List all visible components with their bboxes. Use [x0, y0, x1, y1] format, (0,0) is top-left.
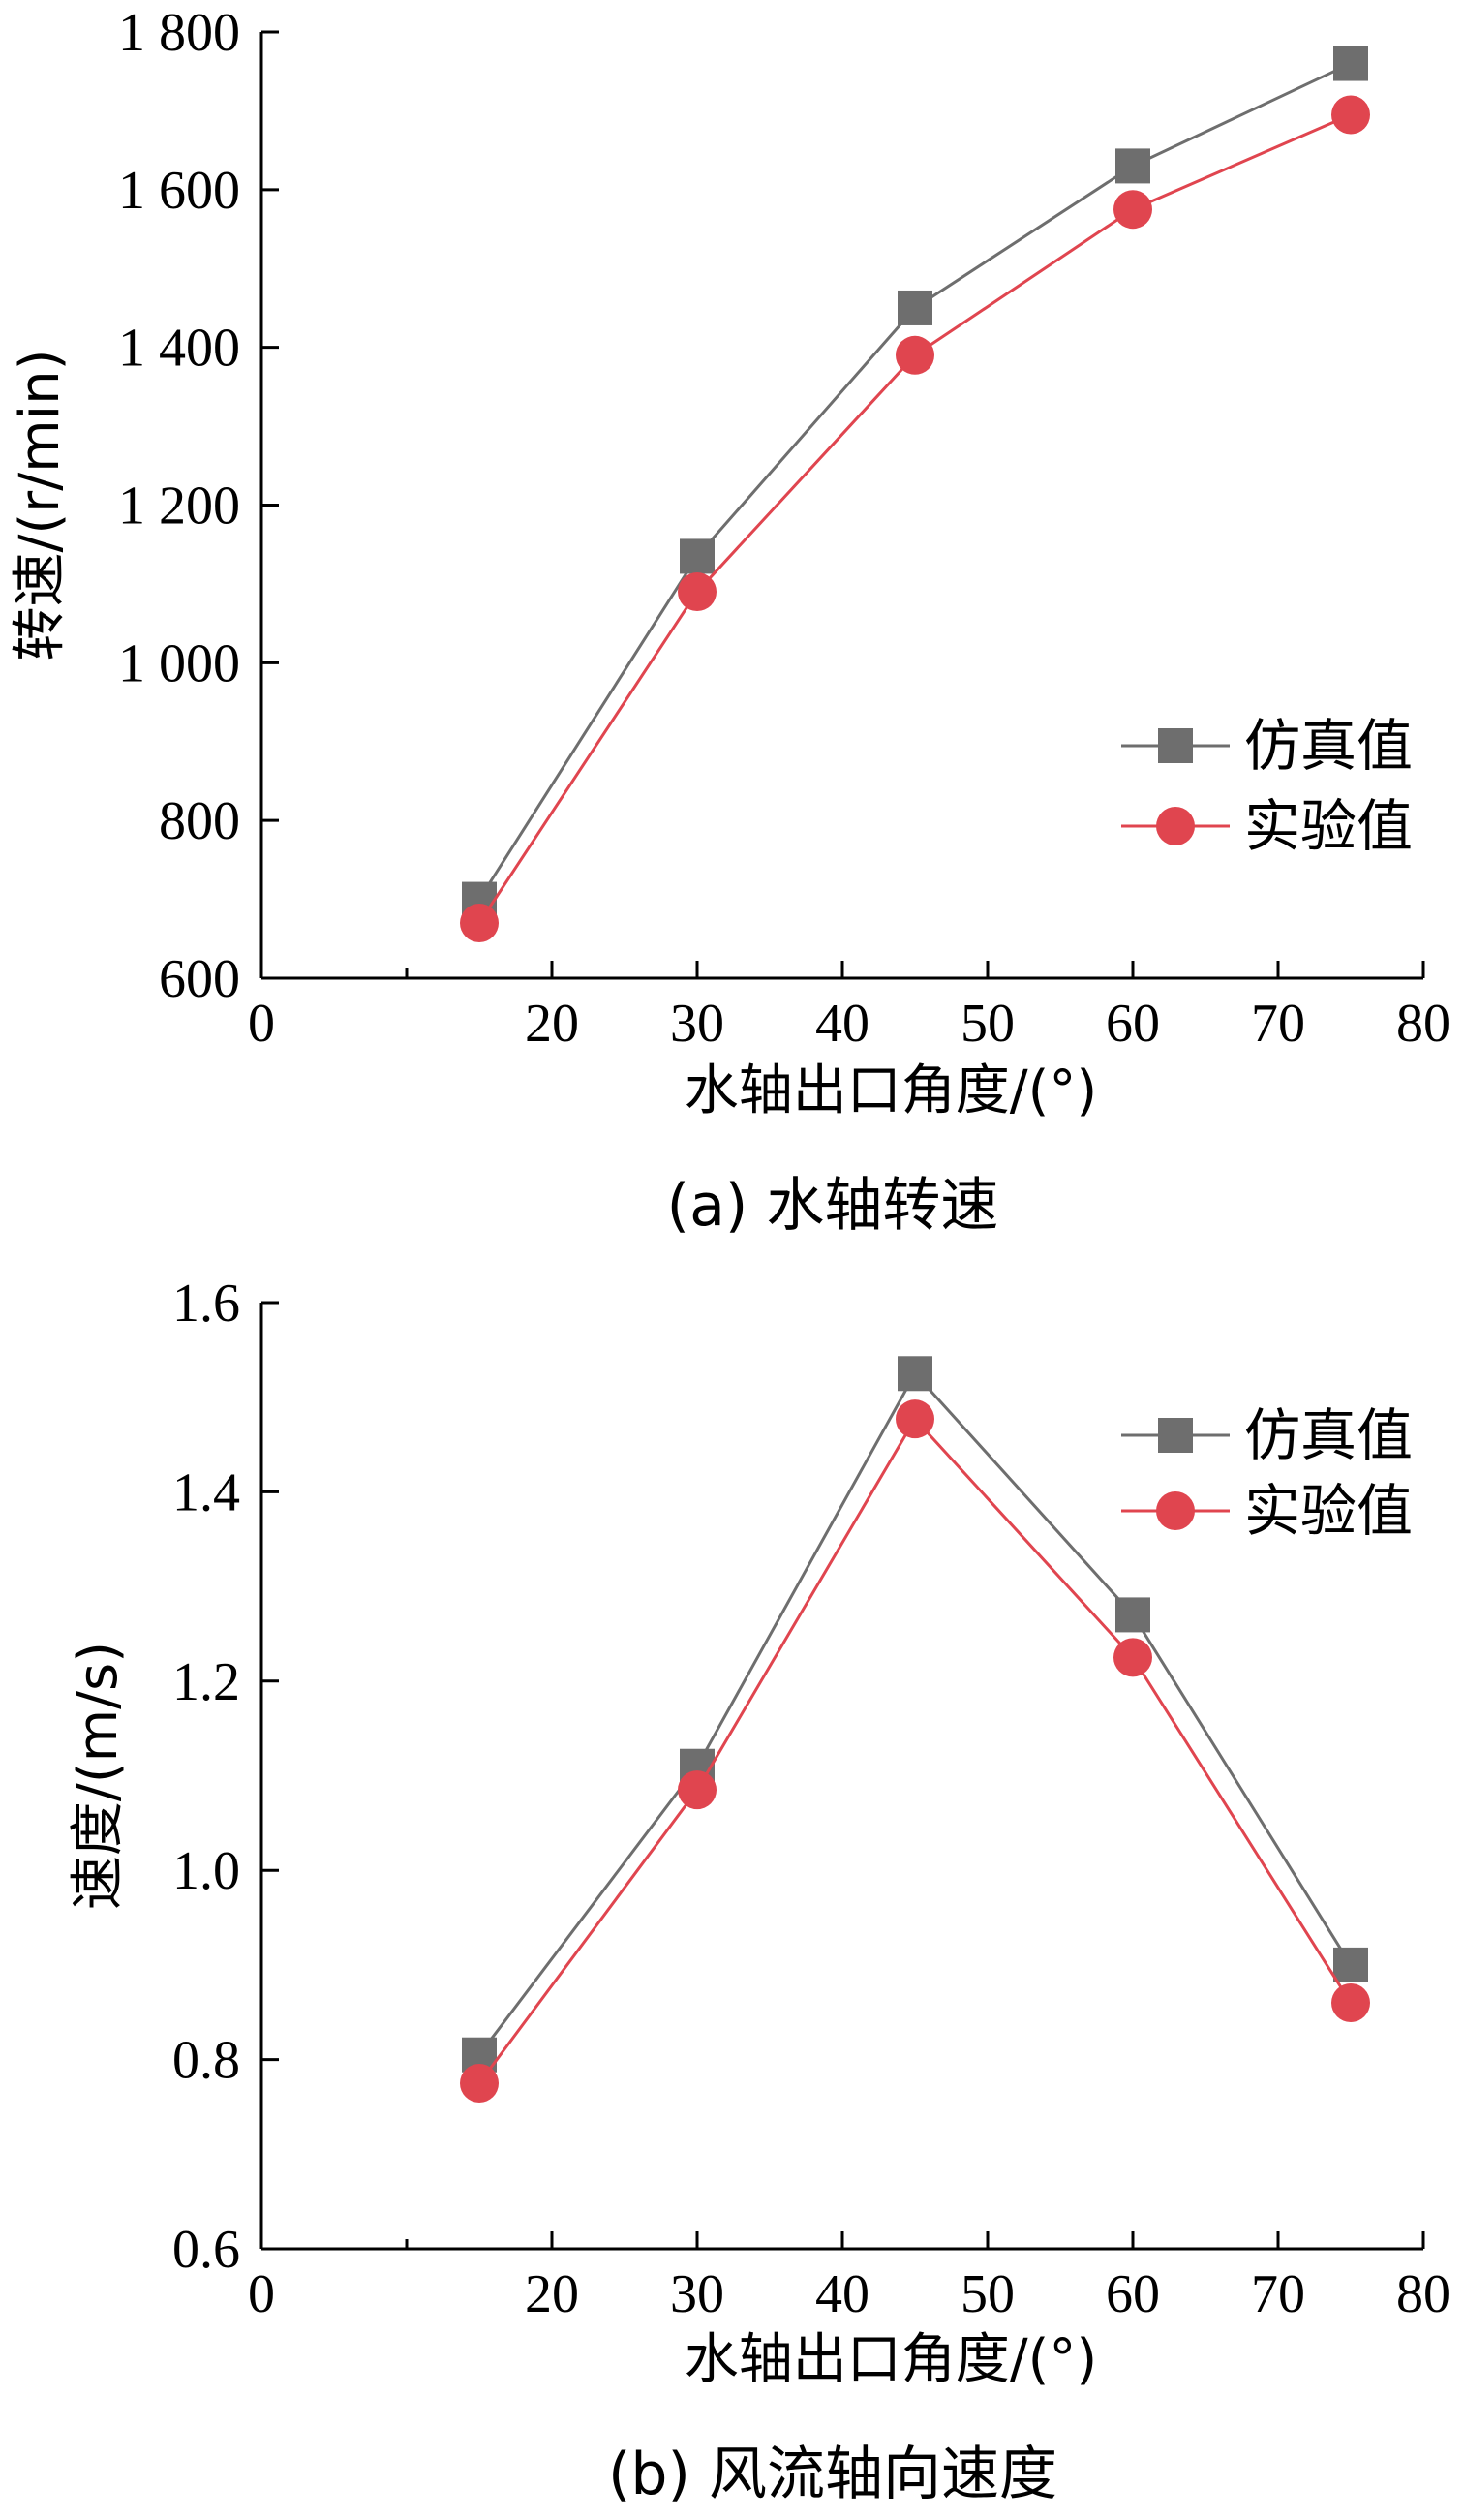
- y-tick-label: 1.2: [172, 1652, 240, 1712]
- legend-square-icon: [1158, 1418, 1193, 1453]
- y-tick-label: 1 200: [118, 476, 240, 537]
- x-tick-label: 0: [248, 2264, 275, 2324]
- data-point-circle: [460, 2064, 499, 2104]
- chart-caption: (a) 水轴转速: [667, 1172, 999, 1240]
- legend-circle-icon: [1156, 807, 1195, 845]
- x-tick-label: 70: [1251, 2264, 1305, 2324]
- data-point-square: [1115, 1597, 1150, 1633]
- legend-square-icon: [1158, 728, 1193, 763]
- legend-circle-icon: [1156, 1491, 1195, 1530]
- data-point-square: [898, 1356, 932, 1392]
- y-tick-label: 0.6: [172, 2220, 240, 2280]
- y-tick-label: 1.4: [172, 1462, 240, 1522]
- x-tick-label: 70: [1251, 994, 1305, 1054]
- y-tick-label: 1 600: [118, 161, 240, 221]
- series-line-1: [477, 113, 1352, 924]
- legend-label: 仿真值: [1244, 713, 1413, 779]
- x-tick-label: 60: [1106, 994, 1160, 1054]
- series-line-0: [477, 62, 1352, 901]
- y-tick-label: 1.0: [172, 1841, 240, 1901]
- legend-label: 仿真值: [1244, 1402, 1413, 1468]
- y-tick-label: 1 800: [118, 3, 240, 63]
- y-tick-label: 1.6: [172, 1274, 240, 1334]
- data-point-square: [898, 290, 932, 325]
- x-tick-label: 40: [815, 994, 869, 1054]
- chart-caption: (b) 风流轴向速度: [608, 2441, 1057, 2508]
- y-tick-label: 0.8: [172, 2031, 240, 2091]
- data-point-circle: [678, 572, 717, 612]
- y-tick-label: 600: [159, 949, 240, 1009]
- y-tick-label: 1 000: [118, 633, 240, 693]
- x-axis-title: 水轴出口角度/(°): [685, 2328, 1098, 2391]
- x-tick-label: 50: [961, 2264, 1015, 2324]
- data-point-circle: [1331, 95, 1370, 135]
- x-tick-label: 30: [670, 2264, 724, 2324]
- x-axis-title: 水轴出口角度/(°): [685, 1060, 1098, 1122]
- y-axis-title: 速度/(m/s): [67, 1642, 130, 1910]
- y-axis-title: 转速/(r/min): [9, 349, 72, 661]
- data-point-circle: [1331, 1982, 1370, 2022]
- data-point-circle: [1113, 1638, 1152, 1677]
- x-tick-label: 80: [1396, 994, 1450, 1054]
- x-tick-label: 40: [815, 2264, 869, 2324]
- x-tick-label: 60: [1106, 2264, 1160, 2324]
- x-tick-label: 20: [525, 2264, 579, 2324]
- x-tick-label: 0: [248, 994, 275, 1054]
- legend-label: 实验值: [1244, 1478, 1413, 1544]
- data-point-circle: [1113, 190, 1152, 230]
- x-tick-label: 20: [525, 994, 579, 1054]
- x-tick-label: 50: [961, 994, 1015, 1054]
- data-point-square: [1333, 1947, 1368, 1982]
- data-point-circle: [896, 1399, 934, 1439]
- y-tick-label: 800: [159, 791, 240, 851]
- chart-rotation-speed: 0 20 30 40 50 60 70 80 600 800 1 000 1 200 1 400 1 60…: [9, 3, 1450, 1240]
- y-tick-label: 1 400: [118, 319, 240, 379]
- data-point-circle: [896, 335, 934, 375]
- x-tick-label: 80: [1396, 2264, 1450, 2324]
- chart-axial-velocity: 0 20 30 40 50 60 70 80 0.6 0.8 1.0 1.2 1.4 1.6 水轴出口角度/…: [67, 1274, 1450, 2508]
- data-point-circle: [678, 1770, 717, 1810]
- series-line-1: [477, 1416, 1353, 2084]
- legend-label: 实验值: [1244, 793, 1413, 859]
- data-point-square: [1333, 46, 1368, 81]
- x-tick-label: 30: [670, 994, 724, 1054]
- data-point-circle: [460, 904, 499, 943]
- data-point-square: [680, 538, 715, 574]
- series-line-0: [477, 1370, 1353, 2056]
- data-point-square: [1115, 148, 1150, 184]
